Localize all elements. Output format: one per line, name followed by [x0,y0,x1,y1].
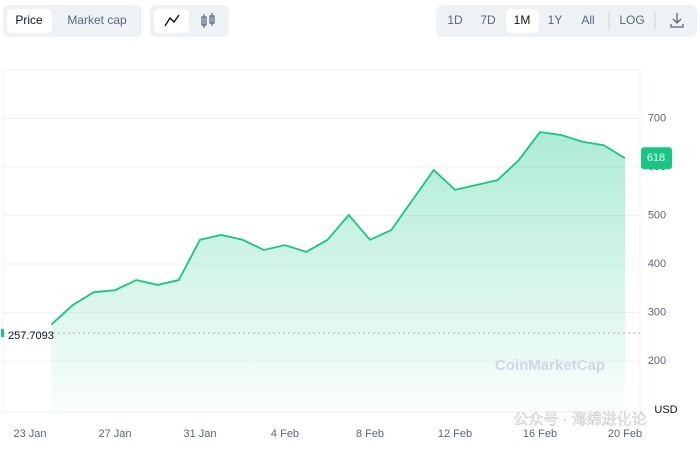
download-icon[interactable] [670,13,684,28]
y-tick-label: 300 [648,306,666,318]
range-toggle [436,5,697,37]
y-tick-label: 400 [648,258,666,270]
log-button[interactable]: LOG [619,13,644,27]
reference-marker [1,329,4,338]
line-icon [164,14,180,27]
x-tick-label: 4 Feb [271,428,299,440]
x-tick-label: 20 Feb [608,428,642,440]
y-tick-label: 200 [648,355,666,367]
watermark: CoinMarketCap [495,357,605,374]
y-tick-label: 500 [648,209,666,221]
candle-icon[interactable] [201,13,215,28]
price-button[interactable] [7,9,52,33]
last-price-label: 618 [647,152,665,164]
range-button[interactable]: 1M [514,13,531,27]
x-tick-label: 27 Jan [98,428,131,440]
x-tick-label: 31 Jan [183,428,216,440]
last-price-tag [641,147,672,170]
range-button[interactable]: 1D [447,13,463,27]
market-cap-button[interactable]: Market cap [67,13,127,27]
wechat-overlay: 公众号 · 海绵进化论 [513,411,646,428]
x-tick-label: 12 Feb [438,428,472,440]
x-tick-label: 8 Feb [356,428,384,440]
price-line [50,131,626,326]
range-button[interactable]: 1Y [548,13,563,27]
line-button[interactable] [154,9,189,33]
range-button[interactable]: 7D [480,13,496,27]
price-label[interactable]: Price [15,13,43,27]
range-selected [506,9,539,33]
x-tick-label: 23 Jan [13,428,46,440]
currency: USD [654,404,677,416]
range-button[interactable]: All [581,13,594,27]
price-area [51,132,625,412]
y-tick-label: 700 [648,112,666,124]
x-tick-label: 16 Feb [523,428,557,440]
reference-label: 257.7093 [8,330,54,342]
